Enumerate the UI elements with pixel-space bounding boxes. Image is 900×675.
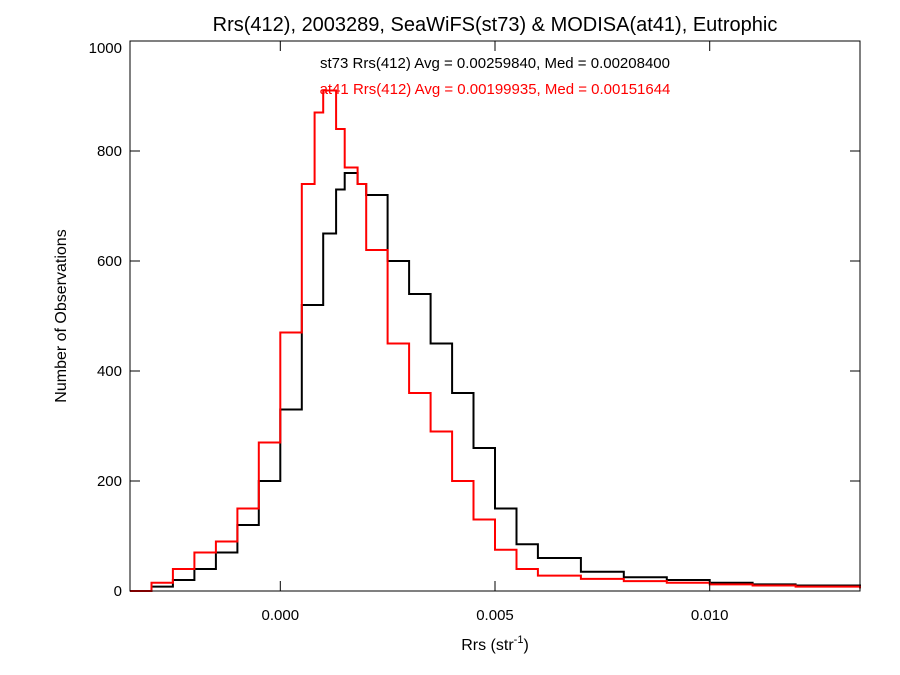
y-tick-label-1: 200: [97, 473, 122, 490]
x-axis: 0.000 0.005 0.010: [262, 41, 729, 624]
x-tick-label-1: 0.005: [476, 607, 514, 624]
x-axis-label-suffix: ): [523, 637, 528, 654]
chart-title: Rrs(412), 2003289, SeaWiFS(st73) & MODIS…: [213, 14, 778, 36]
x-axis-label-base: Rrs (str: [461, 637, 514, 654]
x-axis-label: Rrs (str-1): [461, 634, 529, 654]
x-tick-label-0: 0.000: [262, 607, 300, 624]
y-tick-label-4: 800: [97, 143, 122, 160]
x-axis-label-superscript: -1: [514, 634, 524, 646]
annotation-at41: at41 Rrs(412) Avg = 0.00199935, Med = 0.…: [320, 81, 671, 98]
y-tick-label-5: 1000: [89, 40, 122, 57]
y-tick-label-3: 600: [97, 253, 122, 270]
series-line-1: [130, 89, 861, 592]
annotation-st73: st73 Rrs(412) Avg = 0.00259840, Med = 0.…: [320, 55, 670, 72]
series-layer: [130, 89, 861, 592]
y-tick-label-2: 400: [97, 363, 122, 380]
y-axis-label: Number of Observations: [53, 229, 70, 402]
y-tick-label-0: 0: [114, 583, 122, 600]
y-axis: 0 200 400 600 800 1000: [89, 40, 860, 600]
x-tick-label-2: 0.010: [691, 607, 729, 624]
